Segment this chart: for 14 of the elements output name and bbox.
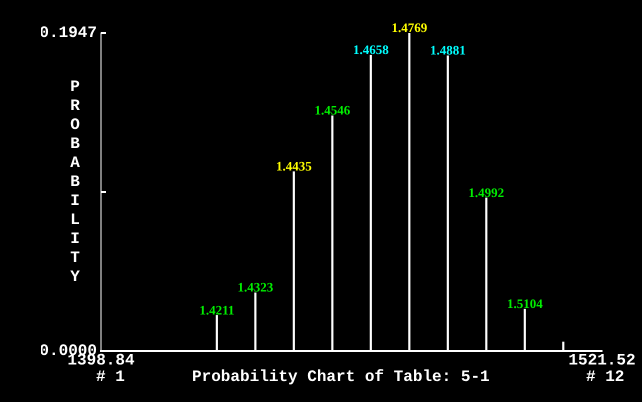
text: # 1 — [96, 368, 125, 386]
text: Probability Chart of Table: 5-1 — [192, 368, 490, 386]
y-axis-title: PROBABILITY — [66, 78, 84, 287]
annotation: 1.4211 — [199, 302, 234, 318]
annotation: 1.4881 — [430, 42, 466, 58]
annotation: 1.5104 — [506, 296, 544, 312]
annotation: 1.4992 — [468, 184, 504, 200]
annotation: 1.4546 — [314, 102, 351, 118]
annotation: 1.4435 — [276, 158, 312, 174]
annotation: 1.4769 — [391, 20, 428, 35]
annotation: 1.4658 — [352, 42, 390, 58]
text: # 12 — [586, 368, 624, 386]
x-tick-label: 1521.52 — [568, 352, 636, 370]
annotation: 1.4323 — [237, 280, 274, 295]
